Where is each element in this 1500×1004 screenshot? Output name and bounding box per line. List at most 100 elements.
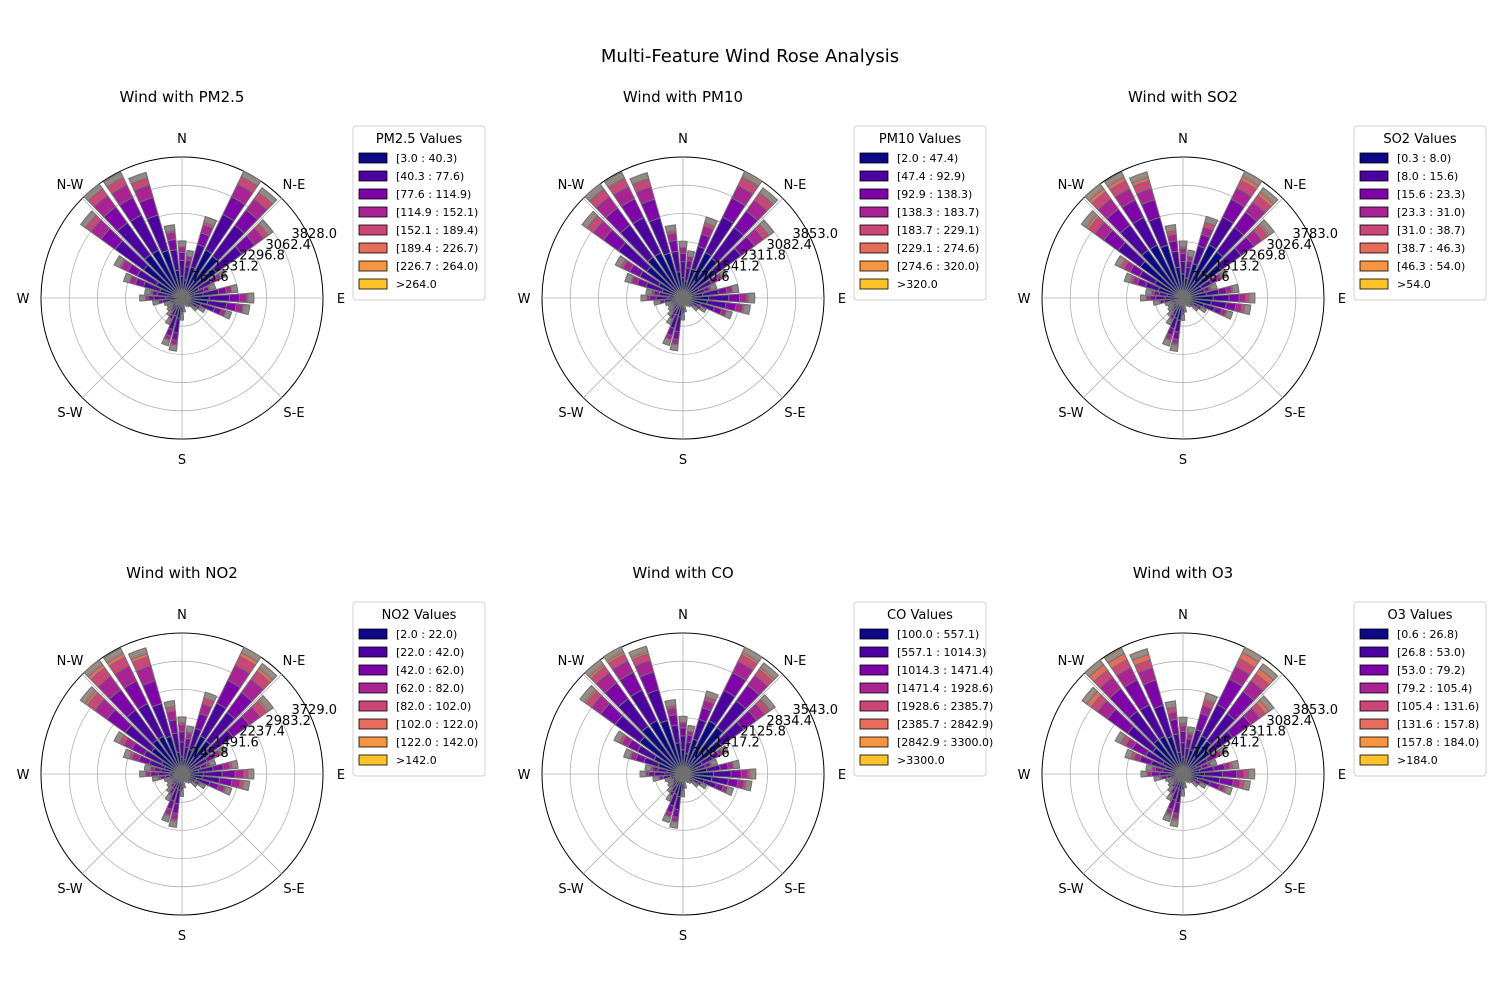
- legend-label: [42.0 : 62.0): [396, 664, 464, 677]
- legend-label: [114.9 : 152.1): [396, 206, 478, 219]
- legend-swatch: [359, 647, 387, 657]
- windrose-bar-segment: [148, 296, 154, 301]
- windrose-bar-segment: [179, 732, 185, 742]
- legend-label: [47.4 : 92.9): [897, 170, 965, 183]
- radial-tick-label: 3783.0: [1293, 227, 1339, 242]
- direction-label: W: [17, 768, 30, 783]
- direction-label: N: [1178, 132, 1188, 147]
- windrose-bar-cap: [248, 293, 254, 303]
- windrose-bar-cap: [140, 295, 146, 301]
- windrose-bar-cap: [1154, 776, 1161, 781]
- direction-label: S-W: [1058, 882, 1083, 897]
- legend-label: [229.1 : 274.6): [897, 242, 979, 255]
- windrose-bar-cap: [681, 314, 684, 320]
- legend-label: [31.0 : 38.7): [1397, 224, 1465, 237]
- legend-title: PM10 Values: [879, 132, 961, 147]
- direction-label: W: [518, 292, 531, 307]
- windrose-bar-segment: [1180, 731, 1186, 742]
- legend-swatch: [359, 683, 387, 693]
- direction-label: N: [1178, 608, 1188, 623]
- windrose-bar-segment: [226, 303, 237, 311]
- legend-swatch: [860, 719, 888, 729]
- windrose-bar-cap: [169, 820, 177, 827]
- windrose-bar-cap: [164, 701, 175, 709]
- legend-label: [189.4 : 226.7): [396, 242, 478, 255]
- legend-swatch: [1360, 629, 1388, 639]
- legend-label: [92.9 : 138.3): [897, 188, 972, 201]
- windrose-bar-segment: [1237, 770, 1244, 779]
- windrose-bar-segment: [1213, 295, 1229, 301]
- windrose-bar-cap: [1141, 295, 1147, 301]
- windrose-bar-cap: [744, 781, 752, 791]
- windrose-bar-cap: [640, 771, 646, 777]
- legend-title: O3 Values: [1387, 608, 1452, 623]
- direction-label: N-W: [558, 178, 585, 193]
- legend-label: [79.2 : 105.4): [1397, 682, 1472, 695]
- windrose-bar-cap: [144, 765, 151, 771]
- legend-swatch: [860, 171, 888, 181]
- windrose-bar-cap: [164, 225, 175, 233]
- radial-tick-label: 3853.0: [793, 227, 839, 242]
- legend-swatch: [1360, 279, 1388, 289]
- windrose-bar-segment: [650, 296, 656, 301]
- legend-label: [1471.4 : 1928.6): [897, 682, 993, 695]
- legend-swatch: [860, 207, 888, 217]
- windrose-bar-segment: [673, 331, 680, 340]
- windrose-bar-cap: [1232, 284, 1239, 292]
- legend-swatch: [860, 755, 888, 765]
- direction-label: E: [1338, 292, 1346, 307]
- legend-swatch: [359, 243, 387, 253]
- windrose-bar-cap: [1141, 771, 1147, 777]
- windrose-bar-cap: [641, 295, 647, 301]
- direction-label: S-W: [558, 406, 583, 421]
- legend-label: [3.0 : 40.3): [396, 152, 457, 165]
- legend-label: [2.0 : 22.0): [396, 628, 457, 641]
- direction-label: S-E: [1284, 406, 1305, 421]
- windrose-bar-segment: [680, 736, 685, 750]
- legend-label: [8.0 : 15.6): [1397, 170, 1458, 183]
- windrose-bar-cap: [663, 338, 671, 346]
- direction-label: N-W: [57, 178, 84, 193]
- windrose-bar-cap: [1181, 314, 1184, 320]
- windrose-bar-segment: [1147, 772, 1151, 777]
- direction-label: W: [1018, 292, 1031, 307]
- legend-label: >142.0: [396, 754, 437, 767]
- legend-label: [1014.3 : 1471.4): [897, 664, 993, 677]
- direction-label: S-E: [784, 406, 805, 421]
- legend-swatch: [860, 153, 888, 163]
- legend-label: >264.0: [396, 278, 437, 291]
- radial-tick-label: 3853.0: [1293, 703, 1339, 718]
- windrose-bar-cap: [645, 765, 652, 771]
- direction-label: S: [679, 929, 687, 944]
- legend-swatch: [1360, 189, 1388, 199]
- windrose-bar-cap: [732, 760, 739, 768]
- windrose-bar-segment: [1180, 248, 1187, 253]
- legend-label: >3300.0: [897, 754, 945, 767]
- legend-swatch: [1360, 171, 1388, 181]
- windrose-1: Wind with PM10770.61541.22311.83082.4385…: [518, 88, 986, 468]
- legend-swatch: [359, 629, 387, 639]
- windrose-bar-segment: [680, 728, 686, 736]
- direction-label: N-E: [784, 178, 807, 193]
- windrose-bar-segment: [669, 240, 678, 252]
- direction-label: S-E: [784, 882, 805, 897]
- windrose-bar-segment: [1244, 769, 1248, 778]
- windrose-bar-segment: [740, 294, 747, 303]
- windrose-bar-cap: [248, 769, 254, 779]
- windrose-bar-segment: [168, 239, 177, 250]
- angular-gridline: [683, 298, 783, 398]
- windrose-bar-segment: [1150, 296, 1156, 301]
- legend-label: [131.6 : 157.8): [1397, 718, 1479, 731]
- legend-label: [23.3 : 31.0): [1397, 206, 1465, 219]
- legend-swatch: [860, 279, 888, 289]
- legend-swatch: [359, 701, 387, 711]
- windrose-bar-cap: [242, 780, 249, 790]
- direction-label: S-W: [558, 882, 583, 897]
- direction-label: N: [177, 132, 187, 147]
- windrose-bar-cap: [140, 771, 146, 777]
- windrose-bar-segment: [727, 779, 738, 788]
- legend-label: [0.6 : 26.8): [1397, 628, 1458, 641]
- legend-swatch: [1360, 737, 1388, 747]
